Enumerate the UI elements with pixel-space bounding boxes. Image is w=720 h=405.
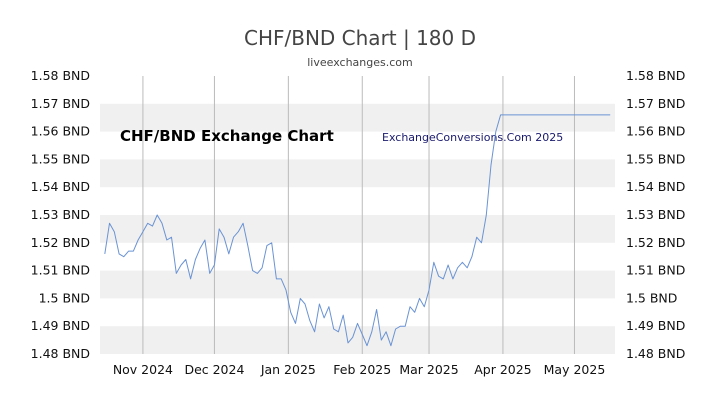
background-band [100,103,615,132]
y-tick-label-left: 1.49 BND [31,318,90,333]
y-tick-label-left: 1.51 BND [31,263,90,278]
x-tick-label: Mar 2025 [399,362,458,377]
y-tick-label-right: 1.48 BND [626,346,685,361]
x-tick-label: Apr 2025 [474,362,531,377]
y-tick-label-right: 1.52 BND [626,235,685,250]
y-tick-label-left: 1.52 BND [31,235,90,250]
y-tick-label-left: 1.58 BND [31,68,90,83]
y-tick-label-left: 1.48 BND [31,346,90,361]
series-line [104,114,611,347]
y-tick-label-right: 1.57 BND [626,96,685,111]
y-tick-label-right: 1.51 BND [626,263,685,278]
y-axis-right: 1.58 BND 1.57 BND 1.56 BND 1.55 BND 1.54 BND… [626,68,685,361]
x-tick-label: Dec 2024 [184,362,244,377]
overlay-watermark: ExchangeConversions.Com 2025 [382,131,563,144]
y-tick-label-right: 1.5 BND [626,290,677,305]
x-tick-label: Nov 2024 [113,362,173,377]
background-band [100,326,615,354]
x-axis: Nov 2024 Dec 2024 Jan 2025 Feb 2025 Mar 2025… [113,362,605,377]
y-tick-label-right: 1.56 BND [626,124,685,139]
y-axis-left: 1.58 BND 1.57 BND 1.56 BND 1.55 BND 1.54 BND… [31,68,90,361]
y-tick-label-right: 1.58 BND [626,68,685,83]
y-tick-label-left: 1.55 BND [31,151,90,166]
background-bands [100,103,615,354]
y-tick-label-left: 1.56 BND [31,124,90,139]
vertical-gridlines [142,76,575,354]
overlay-chart-label: CHF/BND Exchange Chart [120,127,334,145]
y-tick-label-left: 1.57 BND [31,96,90,111]
y-tick-label-right: 1.49 BND [626,318,685,333]
background-band [100,215,615,243]
background-band [100,270,615,299]
y-tick-label-right: 1.54 BND [626,179,685,194]
y-tick-label-right: 1.53 BND [626,207,685,222]
chart-title: CHF/BND Chart | 180 D [243,26,477,50]
rate-series [104,114,611,347]
y-tick-label-left: 1.54 BND [31,179,90,194]
background-band [100,159,615,188]
y-tick-label-left: 1.53 BND [31,207,90,222]
x-tick-label: Jan 2025 [260,362,316,377]
x-tick-label: May 2025 [544,362,606,377]
y-tick-label-left: 1.5 BND [39,290,90,305]
chart-subtitle: liveexchanges.com [307,56,413,69]
y-tick-label-right: 1.55 BND [626,151,685,166]
x-tick-label: Feb 2025 [333,362,391,377]
